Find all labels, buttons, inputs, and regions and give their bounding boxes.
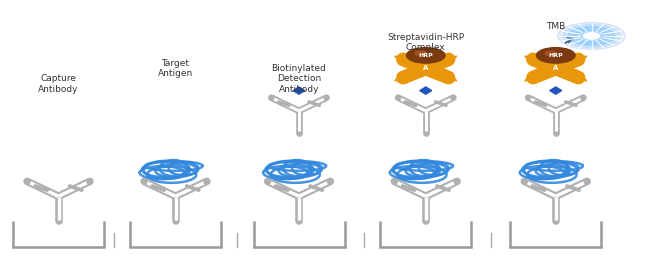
- Circle shape: [558, 22, 625, 49]
- Text: HRP: HRP: [549, 53, 563, 58]
- Circle shape: [580, 31, 603, 41]
- Polygon shape: [395, 56, 410, 62]
- Circle shape: [574, 29, 609, 43]
- Polygon shape: [525, 75, 540, 81]
- Text: Biotinylated
Detection
Antibody: Biotinylated Detection Antibody: [272, 64, 326, 94]
- Circle shape: [536, 48, 575, 63]
- Polygon shape: [395, 75, 410, 81]
- Text: HRP: HRP: [419, 53, 433, 58]
- Circle shape: [545, 51, 556, 56]
- Polygon shape: [571, 75, 587, 81]
- Polygon shape: [441, 56, 457, 62]
- Polygon shape: [441, 75, 457, 81]
- Polygon shape: [293, 87, 305, 94]
- Text: Target
Antigen: Target Antigen: [158, 58, 193, 78]
- Circle shape: [563, 24, 620, 47]
- Polygon shape: [420, 87, 432, 94]
- Circle shape: [415, 51, 426, 56]
- Text: A: A: [553, 66, 558, 72]
- Circle shape: [584, 33, 599, 39]
- Circle shape: [568, 27, 615, 45]
- Circle shape: [406, 48, 445, 63]
- Text: Capture
Antibody: Capture Antibody: [38, 74, 79, 94]
- Polygon shape: [571, 56, 587, 62]
- Polygon shape: [525, 56, 540, 62]
- Polygon shape: [550, 87, 562, 94]
- Text: TMB: TMB: [546, 22, 566, 31]
- Text: Streptavidin-HRP
Complex: Streptavidin-HRP Complex: [387, 32, 464, 52]
- Text: A: A: [423, 66, 428, 72]
